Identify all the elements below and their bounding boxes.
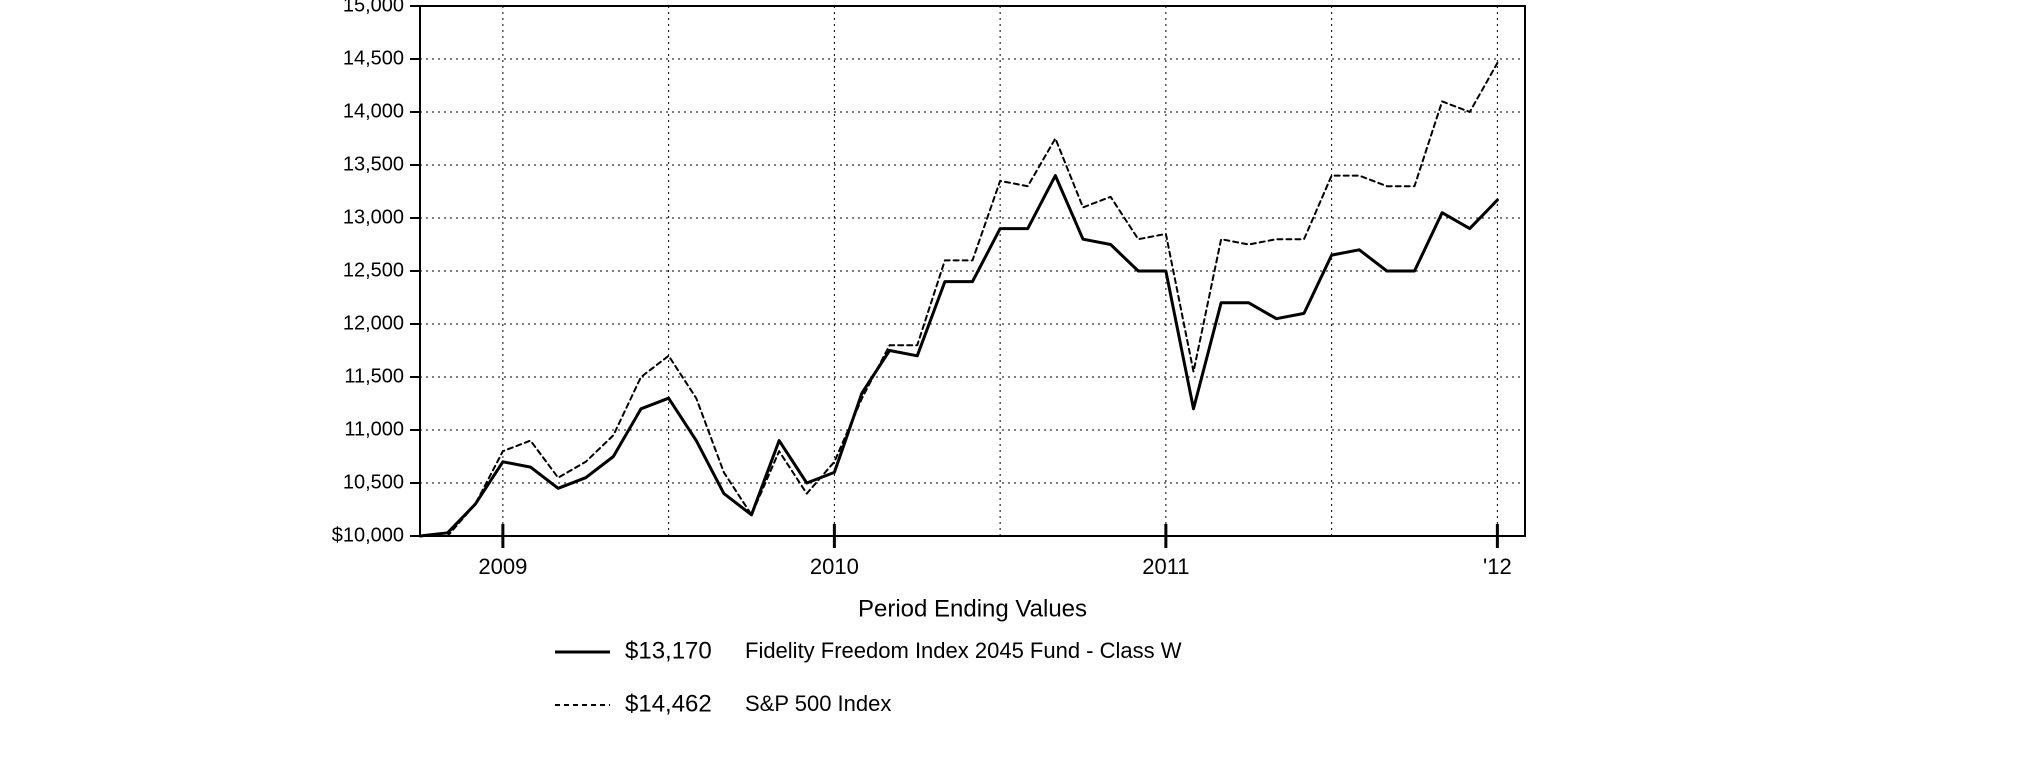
y-tick-label: 11,000 — [344, 418, 404, 440]
y-tick-label: 14,500 — [343, 47, 404, 69]
legend-value-sp500: $14,462 — [625, 690, 712, 717]
y-tick-label: $10,000 — [332, 524, 404, 546]
y-tick-label: 14,000 — [343, 100, 404, 122]
x-year-label: 2010 — [810, 554, 859, 579]
legend-value-fund: $13,170 — [625, 637, 712, 664]
y-tick-label: 13,500 — [343, 153, 404, 175]
y-tick-label: 12,500 — [343, 259, 404, 281]
legend-name-sp500: S&P 500 Index — [745, 691, 891, 716]
chart-svg: $10,000 10,500 11,000 11,500 12,000 12,500 13,… — [0, 0, 2025, 761]
y-tick-label: 10,500 — [343, 471, 404, 493]
x-year-label: 2009 — [478, 554, 527, 579]
y-tick-label: 13,000 — [343, 206, 404, 228]
y-tick-label: 12,000 — [343, 312, 404, 334]
y-tick-label: 11,500 — [344, 365, 404, 387]
y-tick-label: 15,000 — [343, 0, 404, 16]
x-axis-title: Period Ending Values — [858, 595, 1087, 622]
x-year-label: '12 — [1483, 554, 1512, 579]
legend-name-fund: Fidelity Freedom Index 2045 Fund - Class… — [745, 638, 1182, 663]
performance-line-chart: $10,000 10,500 11,000 11,500 12,000 12,500 13,… — [0, 0, 2025, 761]
x-year-label: 2011 — [1142, 554, 1189, 579]
